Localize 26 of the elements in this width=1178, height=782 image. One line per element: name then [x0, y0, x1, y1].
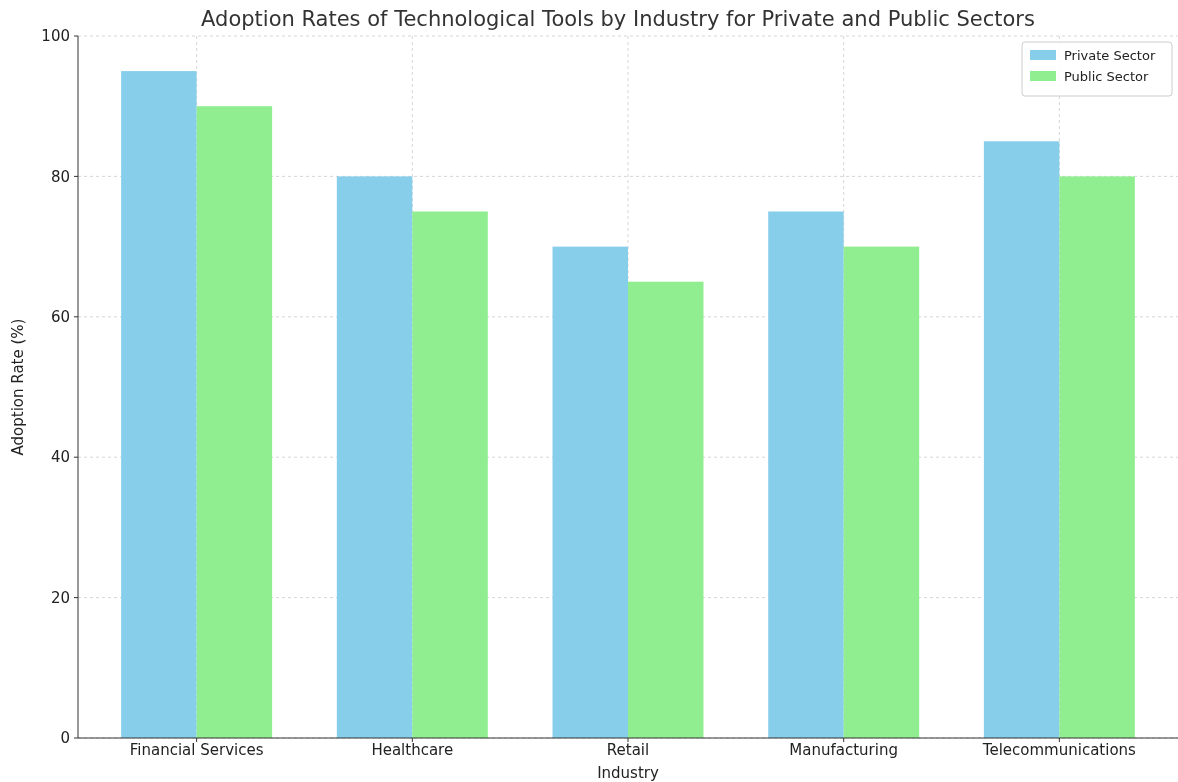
bar: [843, 246, 920, 738]
x-tick-label: Financial Services: [129, 741, 264, 759]
y-tick-label: 20: [50, 588, 70, 607]
bar: [552, 246, 628, 738]
bar: [196, 106, 273, 738]
x-tick-label: Healthcare: [371, 741, 454, 759]
legend-label: Public Sector: [1064, 68, 1150, 84]
bar: [768, 211, 844, 738]
bar: [628, 281, 704, 738]
bar: [336, 176, 413, 738]
chart-title: Adoption Rates of Technological Tools by Industry for Private and Public Sectors: [201, 7, 1035, 31]
bar: [412, 211, 488, 738]
y-axis-title: Adoption Rate (%): [9, 318, 27, 456]
bar: [1059, 176, 1135, 738]
y-tick-label: 100: [41, 27, 70, 46]
y-tick-label: 80: [50, 167, 70, 186]
bar: [983, 141, 1060, 738]
x-axis-title: Industry: [597, 764, 659, 782]
y-tick-label: 0: [60, 729, 70, 748]
x-tick-label: Manufacturing: [789, 741, 898, 759]
y-tick-label: 60: [50, 308, 70, 327]
bar: [121, 71, 197, 738]
x-tick-label: Retail: [606, 741, 650, 759]
x-tick-label: Telecommunications: [981, 741, 1137, 759]
legend-label: Private Sector: [1064, 47, 1156, 63]
y-tick-label: 40: [50, 448, 70, 467]
